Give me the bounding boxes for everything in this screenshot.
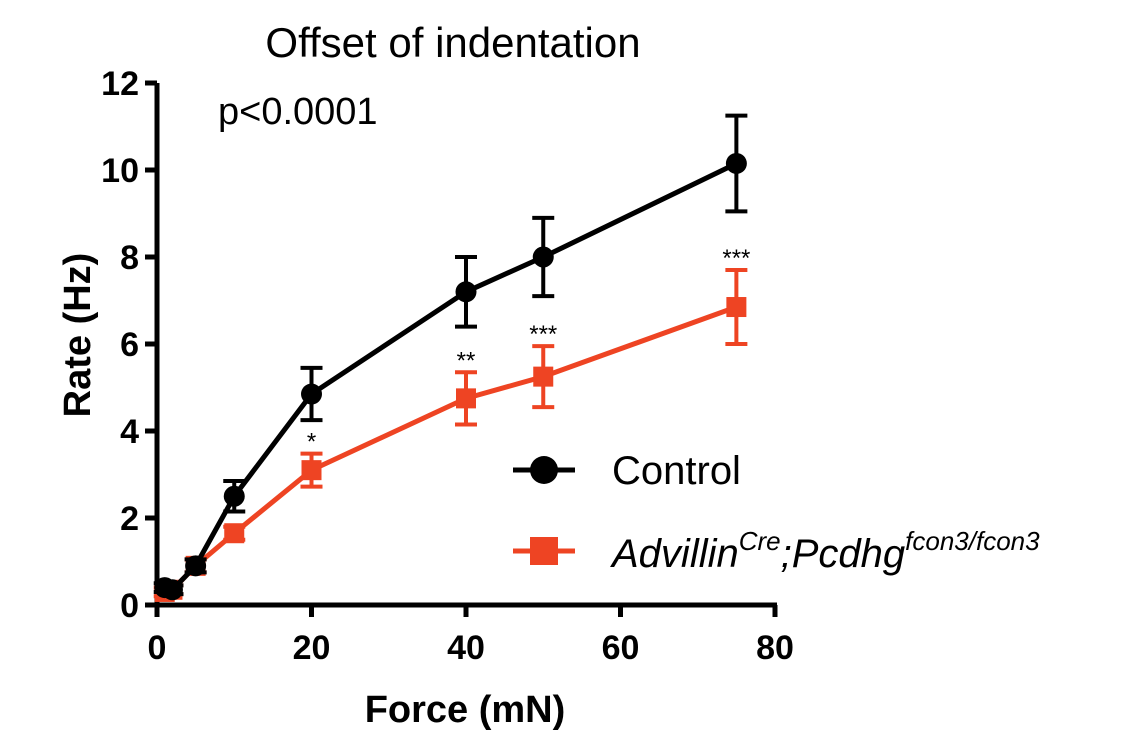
data-point-1-3 <box>224 523 245 544</box>
data-point-1-6 <box>533 366 554 387</box>
x-tick-label-4: 80 <box>756 629 794 667</box>
data-point-1-7 <box>726 297 747 318</box>
data-point-0-4 <box>301 383 322 405</box>
legend-label-advillin-main: Advillin <box>610 532 739 576</box>
data-point-1-4 <box>301 460 322 481</box>
y-tick-label-5: 10 <box>101 152 139 190</box>
data-point-0-2 <box>185 555 207 577</box>
x-tick-label-0: 0 <box>148 629 167 667</box>
y-tick-label-6: 12 <box>101 65 139 103</box>
significance-label-3: *** <box>722 245 750 272</box>
legend-marker-advillin <box>530 537 558 565</box>
chart-title: Offset of indentation <box>265 19 640 66</box>
significance-label-1: ** <box>457 347 476 374</box>
data-point-0-1 <box>161 579 183 601</box>
data-point-0-5 <box>455 281 477 303</box>
significance-layer: ********* <box>307 245 751 456</box>
legend-label-advillin-mid: ;Pcdhg <box>781 532 906 576</box>
axes: 0 2 4 6 8 10 12 0 20 40 60 80 <box>101 65 794 667</box>
series-0 <box>153 113 748 601</box>
y-tick-label-4: 8 <box>120 239 139 277</box>
legend-label-control: Control <box>612 449 741 493</box>
data-point-0-6 <box>532 246 554 268</box>
legend: Control AdvillinCre;Pcdhgfcon3/fcon3 <box>513 449 1040 576</box>
significance-label-2: *** <box>529 321 557 348</box>
legend-label-advillin-sup1: Cre <box>739 526 781 556</box>
x-tick-label-3: 60 <box>602 629 640 667</box>
legend-entry-control: Control <box>513 449 741 493</box>
series-line-0 <box>164 161 738 593</box>
y-tick-label-2: 4 <box>120 413 139 451</box>
data-point-1-5 <box>456 388 476 409</box>
p-value-annotation: p<0.0001 <box>218 91 378 133</box>
y-tick-label-3: 6 <box>120 326 139 364</box>
data-point-0-7 <box>725 152 747 174</box>
legend-label-advillin-sup2: fcon3/fcon3 <box>905 526 1040 556</box>
legend-label-advillin: AdvillinCre;Pcdhgfcon3/fcon3 <box>610 526 1040 576</box>
y-axis-label: Rate (Hz) <box>57 253 99 418</box>
series-layer <box>153 113 748 602</box>
x-axis-label: Force (mN) <box>365 689 566 731</box>
x-tick-label-1: 20 <box>293 629 331 667</box>
significance-label-0: * <box>307 429 316 456</box>
y-tick-label-0: 0 <box>120 587 139 625</box>
y-tick-label-1: 2 <box>120 500 139 538</box>
x-tick-label-2: 40 <box>447 629 485 667</box>
legend-entry-advillin: AdvillinCre;Pcdhgfcon3/fcon3 <box>513 526 1040 576</box>
data-point-0-3 <box>223 485 245 507</box>
legend-marker-control <box>530 456 558 484</box>
